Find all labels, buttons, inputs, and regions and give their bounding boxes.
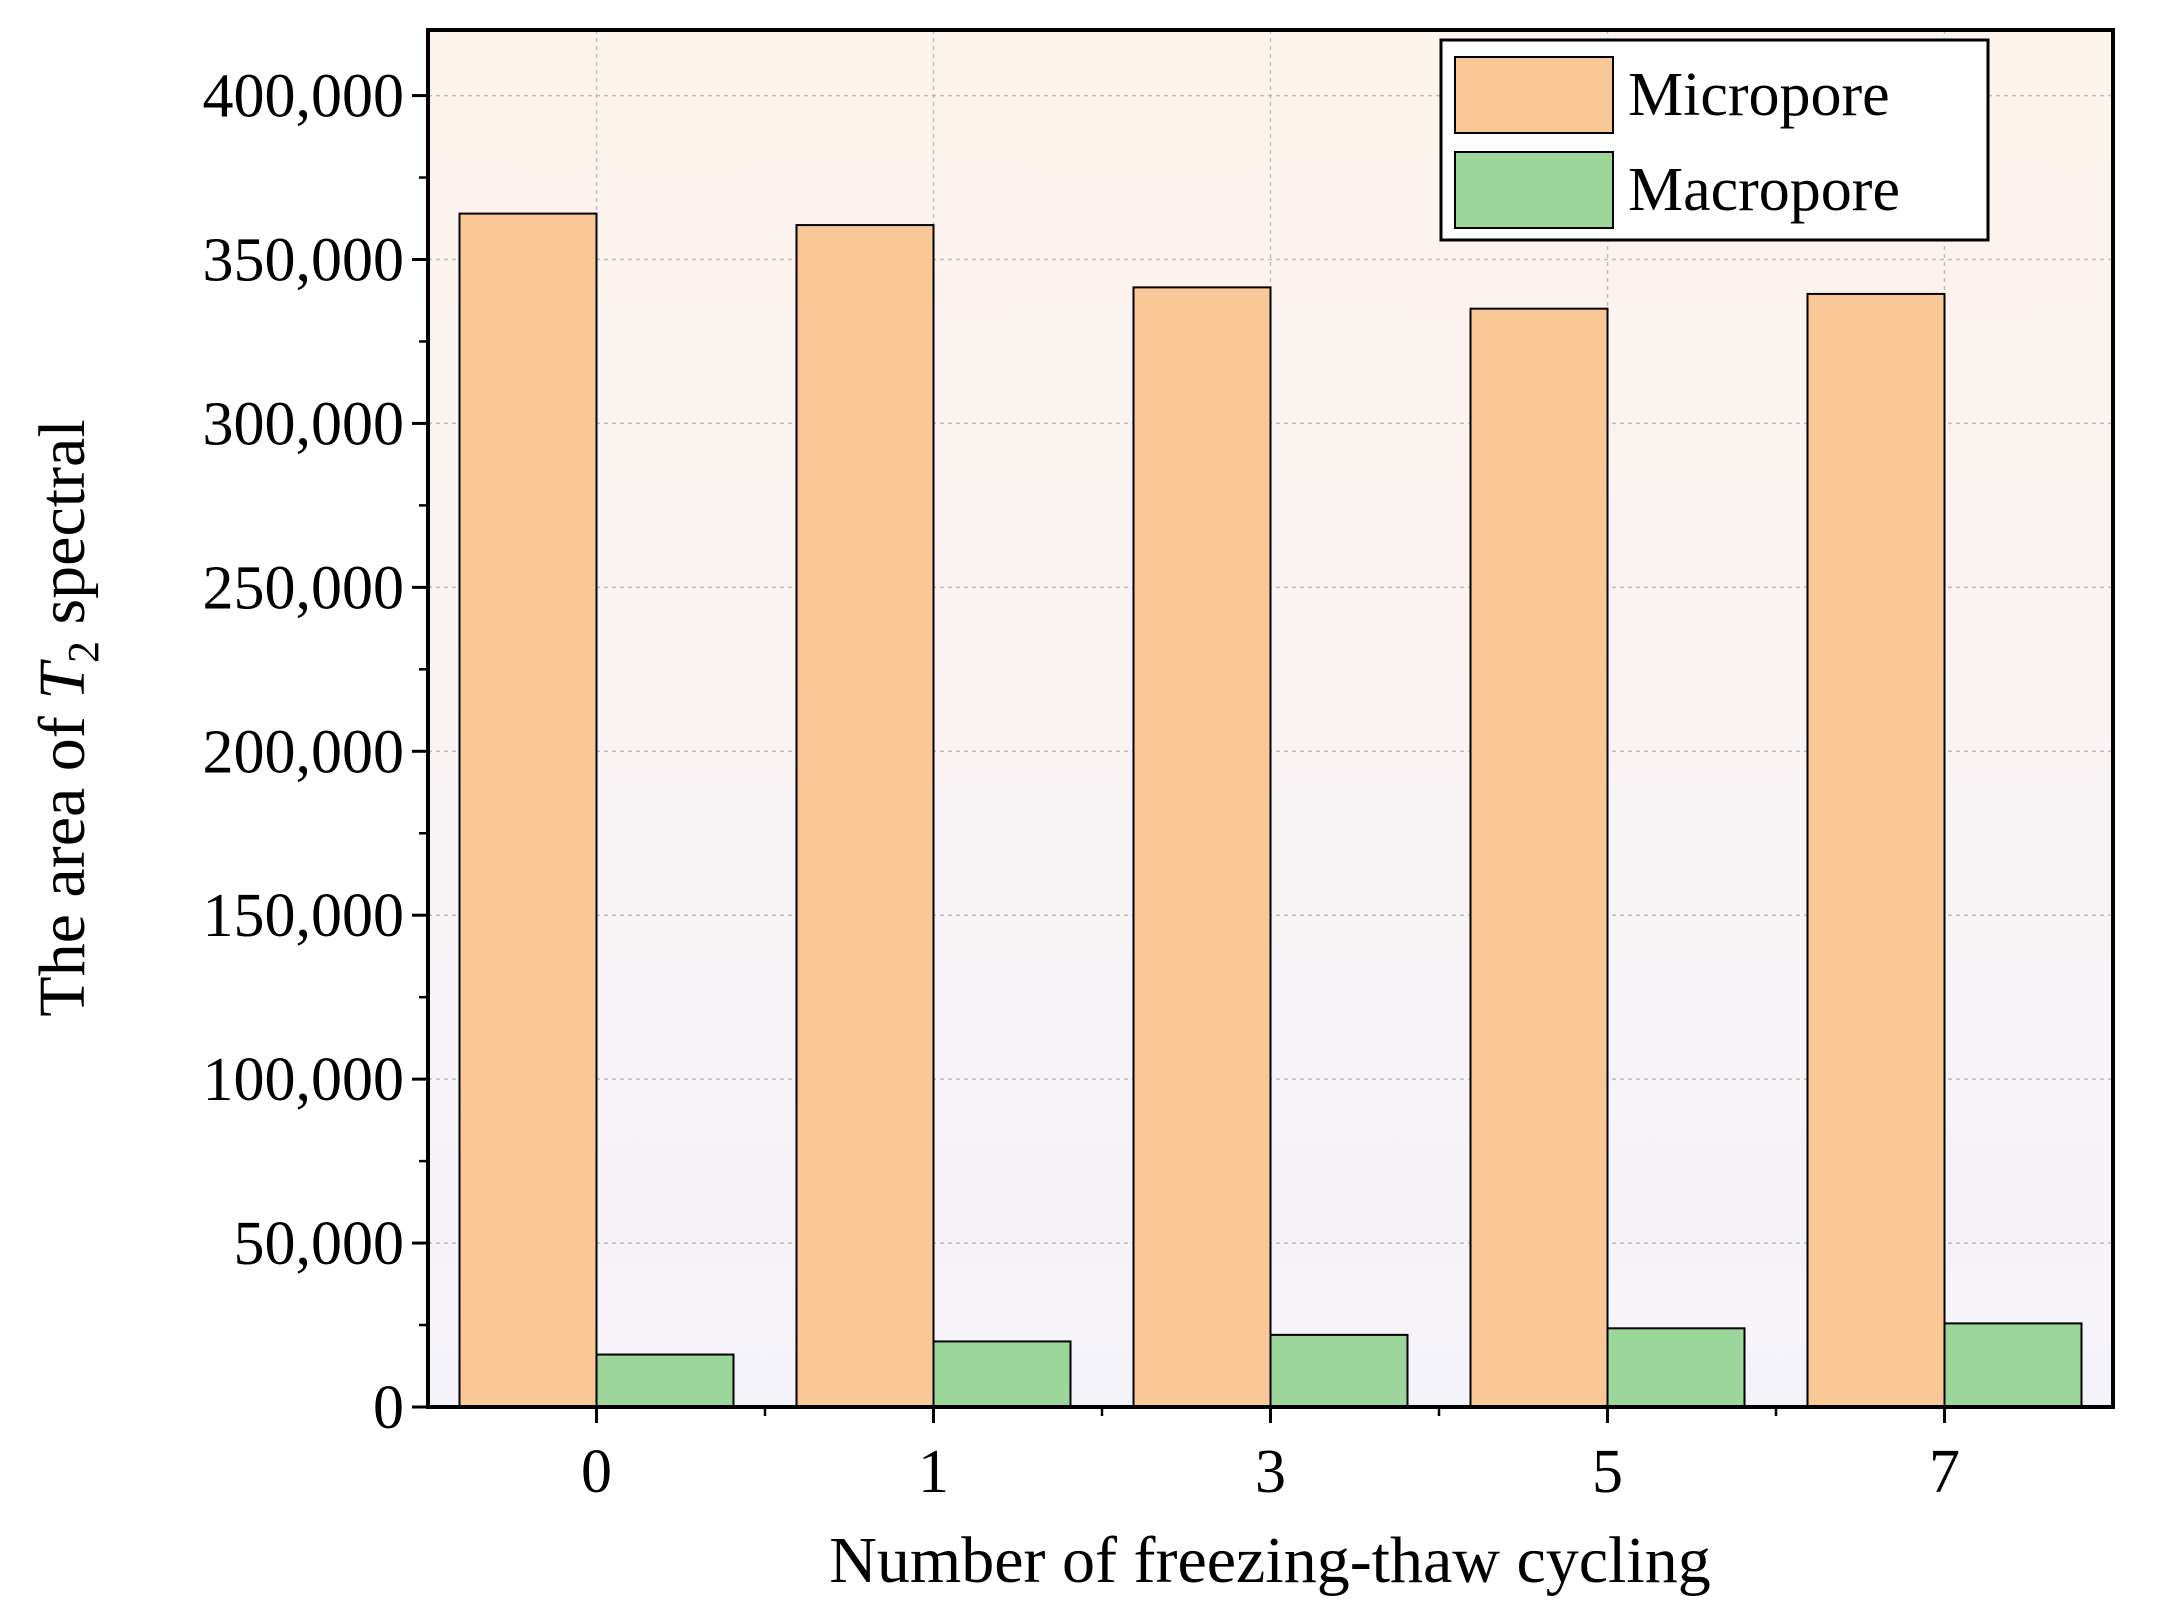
x-tick-label: 1 — [918, 1438, 949, 1506]
x-tick-label: 5 — [1592, 1438, 1623, 1506]
y-tick-label: 350,000 — [203, 227, 405, 295]
y-axis-title: The area of T2 spectral — [26, 419, 108, 1016]
bar-macropore-1 — [932, 1340, 1072, 1409]
y-tick-label: 400,000 — [203, 63, 405, 131]
bar-micropore-1 — [795, 224, 935, 1409]
y-tick-label: 150,000 — [203, 882, 405, 950]
y-axis-title-prefix: The area of — [26, 700, 99, 1017]
y-tick-label: 0 — [373, 1374, 404, 1442]
bar-micropore-0 — [458, 212, 598, 1409]
y-tick-label: 300,000 — [203, 390, 405, 458]
ticks — [412, 94, 1946, 1423]
bar-micropore-5 — [1469, 307, 1609, 1408]
y-axis-title-subscript: 2 — [59, 641, 108, 663]
y-tick-labels: 0 50,000 100,000 150,000 200,000 250,000 300,0… — [203, 63, 405, 1442]
x-tick-label: 3 — [1255, 1438, 1286, 1506]
y-tick-label: 250,000 — [203, 554, 405, 622]
y-tick-label: 200,000 — [203, 718, 405, 786]
y-axis-title-symbol: T — [26, 659, 99, 700]
y-tick-label: 100,000 — [203, 1046, 405, 1114]
y-axis-title-suffix: spectral — [26, 419, 99, 641]
bar-micropore-7 — [1806, 292, 1946, 1408]
y-tick-label: 50,000 — [234, 1210, 405, 1278]
bars — [458, 212, 2083, 1409]
bar-macropore-0 — [595, 1353, 735, 1408]
legend-label-macropore: Macropore — [1628, 156, 1900, 224]
x-tick-labels: 0 1 3 5 7 — [581, 1438, 1960, 1506]
legend-swatch-micropore — [1454, 56, 1614, 134]
legend: Micropore Macropore — [1439, 38, 1990, 242]
legend-label-micropore: Micropore — [1628, 61, 1890, 129]
bar-micropore-3 — [1132, 286, 1272, 1409]
bar-macropore-3 — [1269, 1333, 1409, 1409]
bar-macropore-5 — [1606, 1327, 1746, 1409]
x-tick-label: 0 — [581, 1438, 612, 1506]
bar-macropore-7 — [1943, 1322, 2083, 1409]
x-tick-label: 7 — [1929, 1438, 1960, 1506]
x-axis-title: Number of freezing-thaw cycling — [829, 1524, 1710, 1597]
legend-swatch-macropore — [1454, 151, 1614, 229]
